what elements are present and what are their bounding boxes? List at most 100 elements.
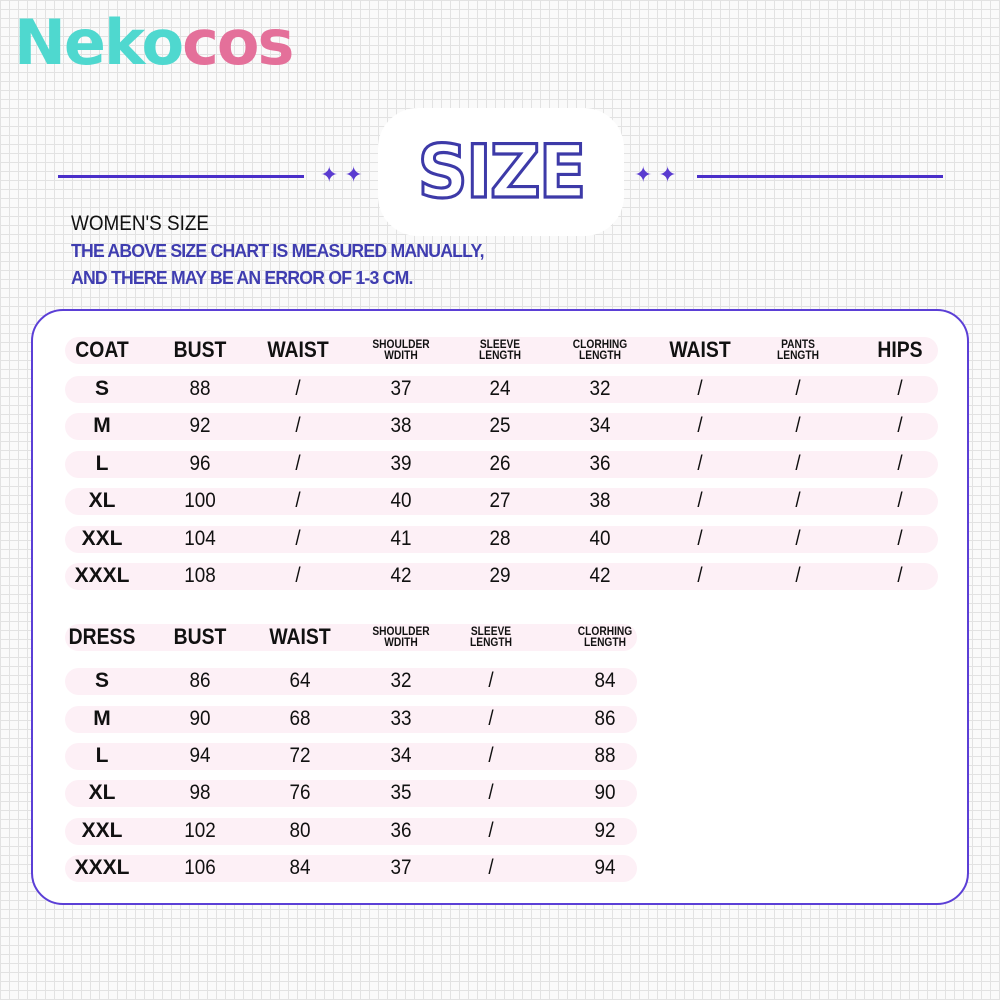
table-cell: 32 <box>390 669 412 692</box>
table-cell: 34 <box>589 414 611 437</box>
table-cell: / <box>697 452 703 475</box>
table-cell: / <box>795 414 801 437</box>
table-cell: 38 <box>390 414 412 437</box>
table-cell: / <box>795 489 801 512</box>
table-cell: / <box>488 856 494 879</box>
table-row <box>65 526 938 553</box>
table-row <box>65 413 938 440</box>
table-cell: 86 <box>594 707 616 730</box>
dress_table-header-row <box>65 624 637 651</box>
table-cell: 26 <box>489 452 511 475</box>
table-cell: 96 <box>189 452 211 475</box>
table-cell: / <box>897 489 903 512</box>
column-header: SHOULDER WDITH <box>372 337 430 362</box>
table-row <box>65 780 637 807</box>
table-cell: 25 <box>489 414 511 437</box>
page-title: SIZE <box>416 127 588 216</box>
size-label: S <box>94 669 110 692</box>
table-cell: / <box>897 527 903 550</box>
table-row <box>65 706 637 733</box>
table-cell: 84 <box>594 669 616 692</box>
column-header: SLEEVE LENGTH <box>470 624 512 649</box>
table-row <box>65 376 938 403</box>
column-header: DRESS <box>68 624 136 649</box>
table-cell: / <box>488 744 494 767</box>
column-header: WAIST <box>269 624 331 649</box>
measurement-note: THE ABOVE SIZE CHART IS MEASURED MANUALL… <box>71 241 484 261</box>
table-cell: 102 <box>184 819 216 842</box>
sparkle-icon: ✦✦ <box>634 162 683 187</box>
column-header: BUST <box>173 624 227 649</box>
column-header: HIPS <box>877 337 923 362</box>
table-cell: / <box>897 564 903 587</box>
table-cell: 37 <box>390 377 412 400</box>
table-cell: 76 <box>289 781 311 804</box>
table-cell: 86 <box>189 669 211 692</box>
table-cell: / <box>795 452 801 475</box>
table-cell: 39 <box>390 452 412 475</box>
subtitle: WOMEN'S SIZE <box>71 212 210 235</box>
table-cell: 36 <box>390 819 412 842</box>
table-cell: 72 <box>289 744 311 767</box>
table-row <box>65 668 637 695</box>
table-row <box>65 451 938 478</box>
table-cell: 35 <box>390 781 412 804</box>
table-cell: / <box>697 414 703 437</box>
size-label: XXXL <box>74 564 130 587</box>
table-cell: / <box>295 414 301 437</box>
table-cell: / <box>295 527 301 550</box>
table-cell: 94 <box>189 744 211 767</box>
brand-logo: Nekocos <box>14 6 294 79</box>
table-cell: / <box>488 707 494 730</box>
table-cell: / <box>295 377 301 400</box>
size-label: M <box>93 414 111 437</box>
table-row <box>65 743 637 770</box>
table-cell: 108 <box>184 564 216 587</box>
table-cell: / <box>295 564 301 587</box>
table-cell: 92 <box>189 414 211 437</box>
size-label: XXXL <box>74 856 130 879</box>
table-cell: 29 <box>489 564 511 587</box>
size-label: L <box>95 744 109 767</box>
table-cell: / <box>697 564 703 587</box>
table-cell: / <box>795 377 801 400</box>
size-label: XL <box>88 489 116 512</box>
column-header: CLORHING LENGTH <box>572 337 628 362</box>
table-cell: 64 <box>289 669 311 692</box>
table-cell: 36 <box>589 452 611 475</box>
table-cell: / <box>795 527 801 550</box>
size-title-badge: SIZE <box>378 108 624 236</box>
column-header: SLEEVE LENGTH <box>479 337 521 362</box>
table-cell: 92 <box>594 819 616 842</box>
column-header: BUST <box>173 337 227 362</box>
table-row <box>65 855 637 882</box>
table-cell: 40 <box>589 527 611 550</box>
table-cell: / <box>488 819 494 842</box>
table-cell: / <box>697 489 703 512</box>
coat_table-header-row <box>65 337 938 364</box>
table-cell: 90 <box>189 707 211 730</box>
table-cell: / <box>897 414 903 437</box>
table-cell: 42 <box>589 564 611 587</box>
size-label: M <box>93 707 111 730</box>
size-label: XL <box>88 781 116 804</box>
size-label: L <box>95 452 109 475</box>
table-cell: 38 <box>589 489 611 512</box>
table-cell: / <box>795 564 801 587</box>
measurement-note: AND THERE MAY BE AN ERROR OF 1-3 CM. <box>71 268 413 288</box>
column-header: COAT <box>75 337 129 362</box>
divider-right <box>697 175 943 178</box>
divider-left <box>58 175 304 178</box>
sparkle-icon: ✦✦ <box>320 162 369 187</box>
table-cell: / <box>897 377 903 400</box>
column-header: WAIST <box>267 337 329 362</box>
table-cell: 33 <box>390 707 412 730</box>
table-cell: 34 <box>390 744 412 767</box>
column-header: CLORHING LENGTH <box>577 624 633 649</box>
table-cell: 84 <box>289 856 311 879</box>
column-header: SHOULDER WDITH <box>372 624 430 649</box>
size-label: S <box>94 377 110 400</box>
table-cell: 88 <box>594 744 616 767</box>
table-cell: 94 <box>594 856 616 879</box>
table-cell: / <box>295 452 301 475</box>
